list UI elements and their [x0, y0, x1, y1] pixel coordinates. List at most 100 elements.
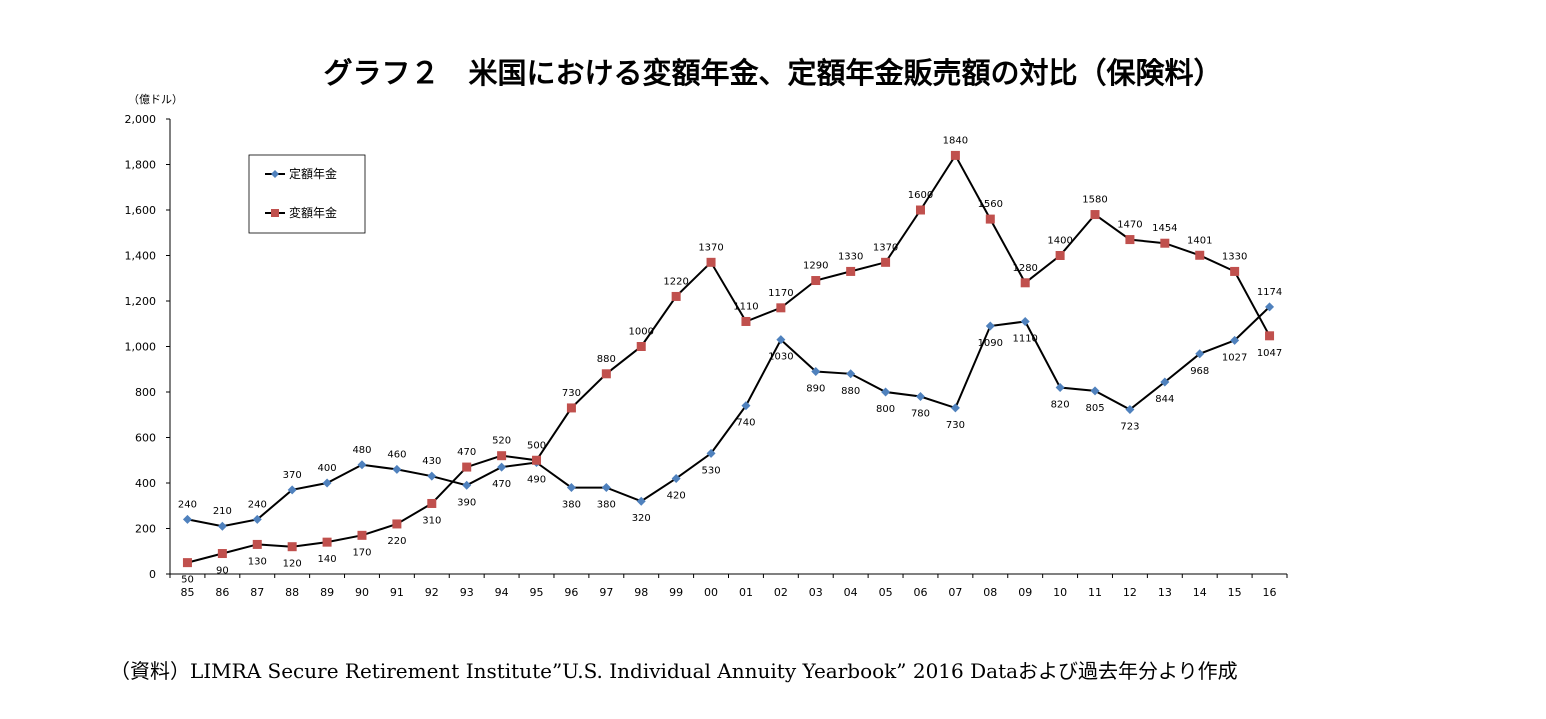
fixed-annuity-point: [915, 392, 925, 402]
fixed-annuity-point: [1055, 382, 1065, 392]
y-tick-label: 0: [149, 568, 156, 581]
variable-annuity-point: [776, 303, 786, 313]
variable-annuity-line: [187, 153, 1271, 564]
variable-annuity-point: [846, 266, 856, 276]
variable-annuity-data-label: 1047: [1257, 348, 1282, 359]
fixed-annuity-data-label: 430: [422, 456, 441, 467]
variable-annuity-point: [1125, 235, 1135, 245]
fixed-annuity-data-label: 740: [736, 418, 755, 429]
variable-annuity-point: [497, 451, 507, 461]
variable-annuity-data-label: 1400: [1047, 236, 1072, 247]
variable-annuity-data-label: 310: [422, 515, 441, 526]
fixed-annuity-point: [1160, 377, 1170, 387]
chart-title: グラフ２ 米国における変額年金、定額年金販売額の対比（保険料）: [323, 56, 1223, 90]
x-tick-label: 96: [564, 586, 578, 599]
variable-annuity-data-label: 90: [216, 566, 229, 577]
y-tick-label: 2,000: [125, 113, 157, 126]
variable-annuity-data-label: 470: [457, 447, 476, 458]
variable-annuity-data-label: 520: [492, 436, 511, 447]
variable-annuity-point: [532, 455, 542, 465]
variable-annuity-point: [601, 369, 611, 379]
variable-annuity-point: [322, 537, 332, 547]
variable-annuity-data-label: 1454: [1152, 223, 1177, 234]
fixed-annuity-data-label: 880: [841, 386, 860, 397]
variable-annuity-data-label: 1401: [1187, 235, 1212, 246]
fixed-annuity-data-label: 1174: [1257, 287, 1282, 298]
variable-annuity-data-label: 1000: [629, 327, 654, 338]
fixed-annuity-point: [706, 448, 716, 458]
fixed-annuity-data-label: 780: [911, 409, 930, 420]
fixed-annuity-data-label: 1090: [978, 338, 1003, 349]
fixed-annuity-point: [671, 473, 681, 483]
variable-annuity-point: [1055, 251, 1065, 260]
x-tick-label: 05: [879, 586, 893, 599]
variable-annuity-data-label: 1580: [1082, 195, 1107, 206]
variable-annuity-data-label: 130: [248, 556, 267, 567]
variable-annuity-point: [706, 257, 716, 267]
x-tick-label: 02: [774, 586, 788, 599]
fixed-annuity-data-label: 470: [492, 479, 511, 490]
variable-annuity-point: [1230, 266, 1240, 276]
fixed-annuity-data-label: 210: [213, 506, 232, 517]
fixed-annuity-point: [566, 483, 576, 493]
fixed-annuity-point: [881, 387, 891, 397]
variable-annuity-data-label: 880: [597, 354, 616, 365]
fixed-annuity-data-label: 400: [318, 463, 337, 474]
variable-annuity-data-label: 1840: [943, 135, 968, 146]
x-tick-label: 98: [634, 586, 648, 599]
fixed-annuity-data-label: 420: [667, 490, 686, 501]
fixed-annuity-point: [1090, 386, 1100, 396]
fixed-annuity-point: [776, 335, 786, 345]
fixed-annuity-point: [1125, 405, 1135, 415]
x-tick-label: 07: [948, 586, 962, 599]
variable-annuity-point: [881, 257, 891, 267]
variable-annuity-data-label: 1600: [908, 190, 933, 201]
x-tick-label: 93: [460, 586, 474, 599]
fixed-annuity-line: [187, 306, 1271, 528]
chart-markers: [182, 150, 1275, 568]
x-tick-label: 04: [844, 586, 858, 599]
fixed-annuity-data-label: 844: [1155, 394, 1174, 405]
source-note: （資料）LIMRA Secure Retirement Institute”U.…: [110, 659, 1238, 683]
variable-annuity-data-label: 1470: [1117, 220, 1142, 231]
x-tick-label: 12: [1123, 586, 1137, 599]
x-tick-label: 88: [285, 586, 299, 599]
variable-annuity-data-label: 1170: [768, 288, 793, 299]
fixed-annuity-data-label: 380: [597, 500, 616, 511]
fixed-annuity-point: [182, 514, 192, 524]
variable-annuity-point: [915, 205, 925, 215]
chart-lines: [187, 153, 1271, 564]
fixed-annuity-data-label: 1027: [1222, 352, 1247, 363]
variable-annuity-point: [1090, 210, 1100, 220]
x-tick-label: 09: [1018, 586, 1032, 599]
y-tick-label: 1,600: [125, 204, 157, 217]
variable-annuity-data-label: 220: [387, 536, 406, 547]
legend-fixed-label: 定額年金: [289, 166, 337, 181]
x-tick-label: 89: [320, 586, 334, 599]
x-tick-label: 91: [390, 586, 404, 599]
y-tick-label: 1,200: [125, 295, 157, 308]
x-tick-label: 15: [1228, 586, 1242, 599]
variable-annuity-point: [985, 214, 995, 224]
variable-annuity-data-label: 170: [352, 547, 371, 558]
chart-data-labels: 240 50 210 90 240 130 370 120 400 140 480 170 460 220…: [178, 135, 1282, 585]
legend-variable-marker: [271, 209, 279, 217]
x-tick-label: 14: [1193, 586, 1207, 599]
variable-annuity-data-label: 50: [181, 575, 194, 586]
fixed-annuity-data-label: 730: [946, 420, 965, 431]
fixed-annuity-data-label: 480: [352, 445, 371, 456]
variable-annuity-point: [1265, 331, 1275, 341]
legend-variable-label: 変額年金: [289, 205, 337, 220]
variable-annuity-data-label: 1110: [733, 301, 758, 312]
variable-annuity-point: [252, 539, 262, 549]
x-tick-label: 10: [1053, 586, 1067, 599]
y-tick-label: 200: [135, 523, 156, 536]
fixed-annuity-point: [287, 485, 297, 495]
variable-annuity-point: [182, 558, 192, 568]
fixed-annuity-data-label: 968: [1190, 366, 1209, 377]
variable-annuity-data-label: 1370: [698, 242, 723, 253]
y-tick-label: 600: [135, 432, 156, 445]
fixed-annuity-point: [357, 460, 367, 470]
fixed-annuity-point: [601, 483, 611, 493]
variable-annuity-data-label: 120: [283, 559, 302, 570]
